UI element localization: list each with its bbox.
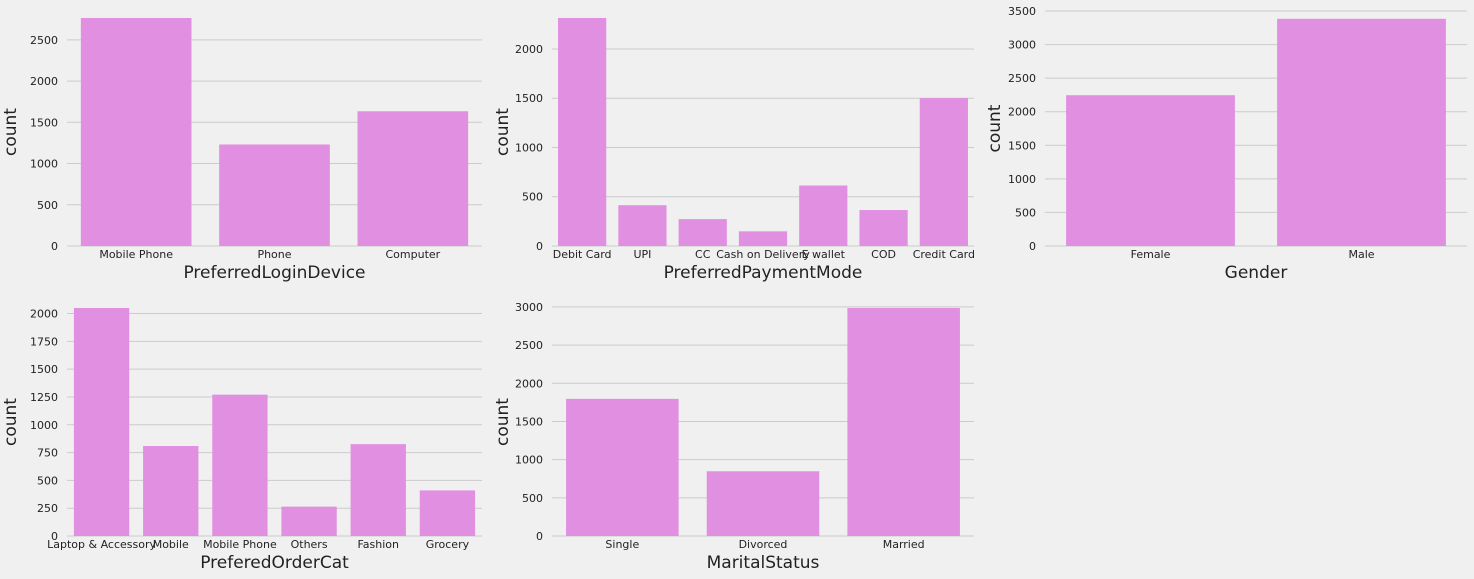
- x-tick-label: Female: [1131, 248, 1171, 261]
- bar: [143, 446, 199, 536]
- bar: [919, 98, 968, 247]
- x-tick-label: Divorced: [739, 538, 788, 551]
- y-tick-label: 500: [37, 474, 58, 487]
- y-axis-label: count: [493, 398, 513, 446]
- y-tick-label: 0: [1029, 240, 1036, 253]
- y-axis-label: count: [985, 104, 1005, 152]
- y-tick-label: 1000: [30, 158, 58, 171]
- y-axis-label: count: [1, 108, 21, 156]
- y-tick-label: 1750: [30, 335, 58, 348]
- bar: [1277, 18, 1446, 246]
- y-tick-label: 3500: [1008, 5, 1036, 18]
- x-tick-label: Married: [883, 538, 925, 551]
- y-tick-label: 1000: [30, 419, 58, 432]
- x-tick-label: Male: [1348, 248, 1374, 261]
- y-tick-label: 2000: [30, 75, 58, 88]
- bar: [1066, 95, 1235, 246]
- y-axis-label: count: [1, 398, 21, 446]
- bar: [799, 185, 848, 246]
- x-tick-label: Others: [291, 538, 328, 551]
- bar: [558, 18, 607, 246]
- y-tick-label: 250: [37, 502, 58, 515]
- x-tick-label: COD: [871, 248, 896, 261]
- y-tick-label: 2000: [515, 377, 543, 390]
- y-tick-label: 500: [522, 191, 543, 204]
- y-tick-label: 1000: [1008, 173, 1036, 186]
- y-tick-label: 0: [51, 240, 58, 253]
- bar: [738, 231, 788, 246]
- y-tick-label: 1250: [30, 391, 58, 404]
- bar: [678, 219, 727, 246]
- y-tick-label: 2500: [1008, 72, 1036, 85]
- y-tick-label: 1500: [1008, 139, 1036, 152]
- y-axis-label: count: [493, 108, 513, 156]
- x-tick-label: Grocery: [426, 538, 470, 551]
- y-tick-label: 2500: [30, 34, 58, 47]
- bar: [219, 144, 330, 246]
- bar: [80, 18, 192, 246]
- bar: [281, 506, 337, 536]
- x-tick-label: Credit Card: [913, 248, 975, 261]
- x-tick-label: Phone: [257, 248, 291, 261]
- x-axis-label: PreferedOrderCat: [200, 553, 349, 573]
- y-tick-label: 500: [1015, 206, 1036, 219]
- x-tick-label: E wallet: [802, 248, 846, 261]
- x-tick-label: Cash on Delivery: [716, 248, 810, 261]
- y-tick-label: 1000: [515, 141, 543, 154]
- x-tick-label: Fashion: [357, 538, 399, 551]
- x-axis-label: Gender: [1225, 263, 1288, 283]
- chart-panel-3: 0 500 1000 1500 2000 2500 3000 3500 Female Male Ge…: [985, 5, 1467, 283]
- bar: [847, 308, 960, 536]
- chart-panel-4: 0 250 500 750 1000 1250 1500 1750 2000 Laptop & A…: [1, 308, 482, 573]
- x-tick-label: Mobile: [153, 538, 189, 551]
- y-tick-label: 2500: [515, 339, 543, 352]
- x-tick-label: CC: [695, 248, 711, 261]
- x-tick-label: Debit Card: [553, 248, 612, 261]
- bar: [350, 444, 406, 536]
- x-tick-label: Laptop & Accessory: [47, 538, 156, 551]
- y-tick-label: 1500: [30, 363, 58, 376]
- bar: [859, 210, 908, 246]
- y-tick-label: 0: [51, 530, 58, 543]
- y-tick-label: 1500: [30, 116, 58, 129]
- x-tick-label: Single: [605, 538, 639, 551]
- y-tick-label: 2000: [30, 308, 58, 321]
- x-tick-label: Mobile Phone: [203, 538, 277, 551]
- x-axis-label: MaritalStatus: [707, 553, 820, 573]
- y-tick-label: 750: [37, 447, 58, 460]
- x-tick-label: UPI: [633, 248, 651, 261]
- y-tick-label: 1500: [515, 92, 543, 105]
- y-tick-label: 0: [536, 530, 543, 543]
- chart-panel-2: 0 500 1000 1500 2000 Debit Card UPI CC Cash on D…: [493, 18, 975, 283]
- bar: [706, 471, 820, 536]
- x-tick-label: Mobile Phone: [99, 248, 173, 261]
- y-tick-label: 2000: [515, 43, 543, 56]
- bar: [73, 308, 130, 536]
- x-tick-label: Computer: [385, 248, 440, 261]
- x-axis-label: PreferredPaymentMode: [664, 263, 863, 283]
- y-tick-label: 500: [522, 492, 543, 505]
- bar: [566, 398, 679, 536]
- y-tick-label: 1500: [515, 415, 543, 428]
- bar: [357, 111, 469, 247]
- bar: [212, 394, 268, 536]
- y-tick-label: 0: [536, 240, 543, 253]
- chart-panel-1: 0 500 1000 1500 2000 2500 Mobile Phone Phone Com…: [1, 18, 482, 283]
- y-tick-label: 3000: [1008, 39, 1036, 52]
- bar: [618, 205, 667, 246]
- bar: [419, 490, 476, 536]
- y-tick-label: 1000: [515, 454, 543, 467]
- chart-panel-5: 0 500 1000 1500 2000 2500 3000 Single Divorced Ma…: [493, 301, 974, 573]
- x-axis-label: PreferredLoginDevice: [183, 263, 365, 283]
- y-tick-label: 2000: [1008, 106, 1036, 119]
- y-tick-label: 3000: [515, 301, 543, 314]
- y-tick-label: 500: [37, 199, 58, 212]
